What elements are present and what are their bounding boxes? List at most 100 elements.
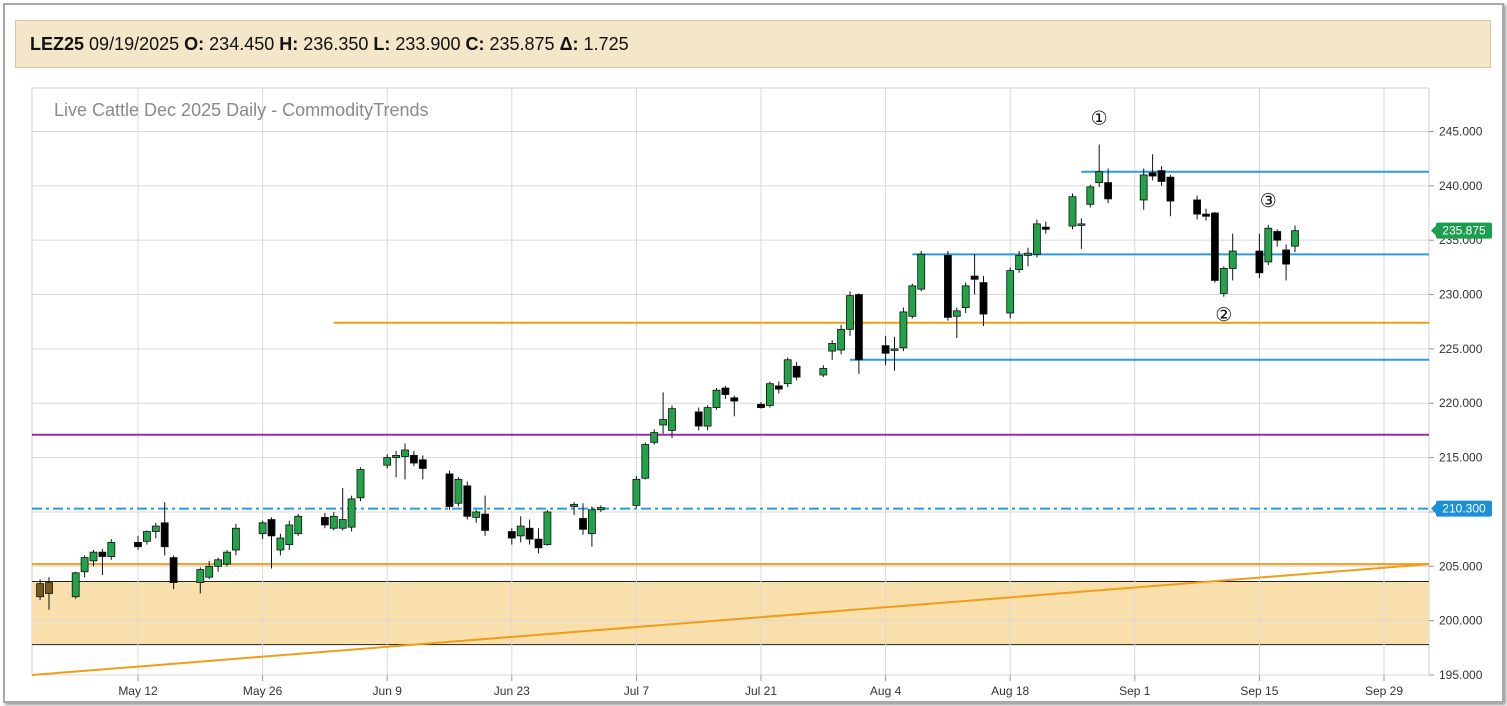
annotation-marker: ③ — [1260, 190, 1277, 212]
candle-body — [899, 311, 908, 349]
candle-body — [525, 527, 534, 540]
candle-body — [766, 383, 774, 406]
candle-body — [1068, 196, 1077, 227]
candle-body — [356, 469, 365, 499]
candle-body — [205, 565, 214, 578]
y-tick-label: 230.000 — [1439, 288, 1483, 302]
candle-body — [507, 531, 516, 539]
annotations: ① ② ③ — [1091, 107, 1277, 326]
candle-body — [1255, 250, 1264, 274]
change-label: Δ: — [559, 34, 579, 54]
open-label: O: — [184, 34, 205, 54]
candle-body — [338, 519, 347, 529]
last-price-label-pointer — [1431, 224, 1437, 237]
candle-body — [45, 582, 53, 594]
x-axis: May 12 May 26 Jun 9 Jun 23 Jul 7 Jul 21 Aug 4 A… — [118, 675, 1403, 698]
support-zone-fill — [32, 581, 1429, 645]
annotation-marker: ① — [1091, 107, 1108, 129]
candle-body — [392, 455, 401, 458]
candle-body — [641, 444, 650, 479]
last-price-label-bg — [1436, 222, 1492, 239]
candle-body — [36, 583, 44, 598]
x-tick-label: Sep 1 — [1119, 684, 1151, 698]
candle-body — [1024, 252, 1032, 256]
candle-body — [418, 459, 427, 469]
candle-body — [1006, 270, 1015, 314]
candle-body — [1202, 213, 1210, 217]
x-tick-label: Aug 18 — [991, 684, 1029, 698]
candle-body — [855, 294, 863, 361]
open-value: 234.450 — [209, 34, 275, 54]
candle-body — [659, 419, 667, 426]
candle-body — [828, 343, 837, 352]
last-price-label: 235.875 — [1442, 224, 1486, 238]
candle-body — [1193, 199, 1201, 215]
grid — [32, 88, 1429, 676]
candle-body — [596, 507, 605, 511]
candle-body — [98, 551, 107, 557]
symbol: LEZ25 — [30, 34, 85, 54]
candle-body — [792, 365, 801, 378]
candle-body — [694, 411, 703, 427]
x-tick-label: Sep 15 — [1240, 684, 1278, 698]
candle-body — [463, 485, 472, 517]
low-value: 233.900 — [395, 34, 461, 54]
candle-body — [196, 569, 205, 584]
candle-body — [1219, 268, 1228, 294]
candle-body — [837, 328, 845, 351]
candles[interactable] — [36, 144, 1299, 610]
level-lines — [31, 170, 1430, 676]
y-tick-label: 205.000 — [1439, 559, 1483, 573]
candle-body — [570, 503, 578, 507]
candle-body — [1282, 249, 1290, 265]
candle-body — [258, 522, 267, 535]
x-tick-label: May 26 — [243, 684, 283, 698]
high-label: H: — [279, 34, 299, 54]
x-tick-label: Jun 23 — [494, 684, 530, 698]
candle-body — [1139, 174, 1148, 201]
candle-body — [285, 524, 294, 545]
level-price-label-pointer — [1431, 502, 1437, 515]
candle-body — [1211, 212, 1219, 281]
candle-body — [1095, 171, 1104, 183]
candle-body — [1273, 231, 1282, 241]
ohlc-header: LEZ25 09/19/2025 O: 234.450 H: 236.350 L… — [15, 20, 1491, 68]
x-tick-label: Jul 21 — [745, 684, 777, 698]
candle-body — [952, 310, 961, 317]
candle-body — [668, 408, 676, 431]
y-tick-label: 225.000 — [1439, 342, 1483, 356]
candle-body — [454, 478, 463, 504]
candle-body — [169, 557, 178, 584]
candle-body — [1104, 182, 1112, 200]
candle-body — [134, 541, 142, 548]
candle-body — [1148, 172, 1157, 177]
y-axis: 195.000200.000205.000210.000215.000220.0… — [1429, 124, 1483, 682]
candle-body — [214, 559, 223, 567]
candle-body — [472, 511, 481, 518]
candle-body — [294, 515, 303, 535]
candle-body — [774, 385, 783, 390]
candle-body — [703, 407, 712, 427]
candle-body — [721, 387, 730, 395]
x-tick-label: May 12 — [118, 684, 158, 698]
chart-title: Live Cattle Dec 2025 Daily - CommodityTr… — [54, 100, 428, 120]
x-tick-label: Jun 9 — [373, 684, 403, 698]
level-price-label-bg — [1436, 500, 1492, 517]
candle-body — [534, 538, 543, 549]
candle-body — [970, 275, 979, 280]
candle-body — [881, 345, 890, 354]
candle-body — [320, 516, 329, 526]
candle-body — [160, 522, 169, 548]
candle-body — [908, 285, 917, 317]
candle-body — [819, 368, 828, 376]
candle-body — [71, 572, 80, 598]
candle-body — [1077, 223, 1086, 226]
candle-body — [329, 515, 338, 529]
candle-body — [267, 519, 276, 537]
candle-body — [1086, 186, 1095, 205]
candle-body — [917, 253, 926, 290]
candle-body — [588, 509, 596, 535]
candle-body — [383, 457, 392, 466]
low-label: L: — [373, 34, 391, 54]
